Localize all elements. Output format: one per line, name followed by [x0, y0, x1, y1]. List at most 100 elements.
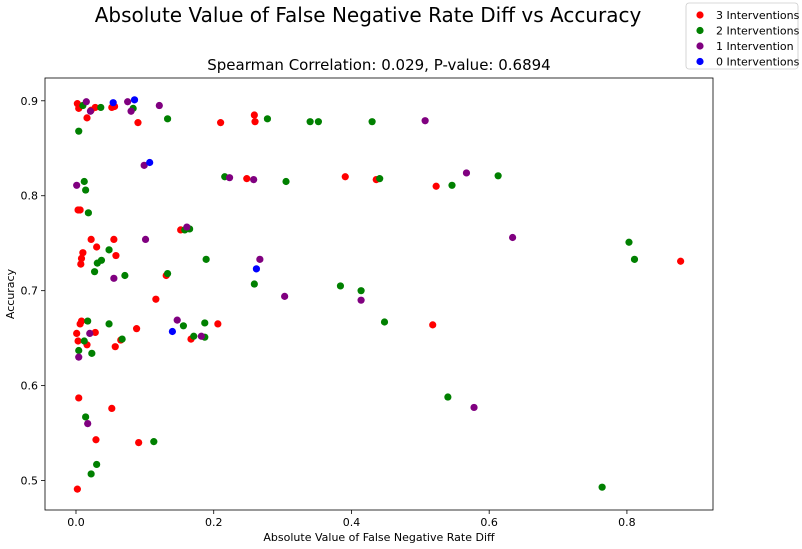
- data-point: [256, 255, 264, 263]
- legend-marker: [696, 26, 704, 35]
- plot-frame: [44, 77, 714, 511]
- legend-item-0-interventions: 0 Interventions: [696, 56, 800, 69]
- data-point: [132, 325, 141, 333]
- data-point: [111, 343, 119, 351]
- data-point: [598, 483, 606, 491]
- data-point: [90, 268, 99, 276]
- data-point: [190, 332, 198, 340]
- legend-item-2-interventions: 2 Interventions: [696, 25, 800, 38]
- data-point: [494, 172, 502, 180]
- data-point: [152, 295, 160, 303]
- data-point: [250, 280, 258, 288]
- data-point: [214, 320, 222, 328]
- data-point: [93, 460, 101, 469]
- data-point: [421, 117, 429, 125]
- legend-label: 1 Intervention: [716, 40, 794, 53]
- data-point: [625, 238, 633, 246]
- data-point: [80, 337, 88, 345]
- chart-subtitle: Spearman Correlation: 0.029, P-value: 0.…: [207, 56, 550, 74]
- legend-label: 0 Interventions: [716, 56, 800, 69]
- data-point: [251, 118, 259, 126]
- data-point: [75, 346, 83, 355]
- legend-marker: [696, 57, 704, 66]
- data-point: [341, 173, 349, 181]
- data-point: [134, 119, 142, 127]
- data-point: [179, 322, 188, 330]
- data-point: [197, 332, 205, 340]
- data-point: [357, 296, 365, 304]
- data-point: [84, 420, 92, 428]
- data-point: [76, 206, 84, 214]
- series-1-intervention: [73, 98, 517, 428]
- y-tick-label: 0.5: [21, 475, 39, 488]
- x-tick-label: 0.0: [67, 516, 85, 529]
- data-point: [444, 393, 452, 401]
- data-point: [74, 337, 82, 345]
- data-point: [429, 321, 437, 329]
- y-tick-label: 0.8: [21, 190, 39, 203]
- x-axis-ticks: 0.0 0.2 0.4 0.6 0.8: [67, 510, 636, 529]
- data-point: [86, 107, 95, 115]
- y-axis-label: Accuracy: [4, 268, 17, 319]
- legend-label: 2 Interventions: [716, 25, 800, 38]
- data-point: [87, 235, 95, 244]
- data-point: [357, 287, 365, 295]
- data-point: [163, 269, 172, 278]
- data-point: [141, 235, 150, 244]
- data-point: [110, 235, 118, 244]
- data-point: [91, 328, 99, 337]
- data-point: [470, 403, 478, 412]
- data-point: [118, 335, 126, 343]
- data-point: [677, 257, 685, 265]
- data-point: [217, 119, 225, 127]
- legend-label: 3 Interventions: [716, 9, 800, 22]
- data-point: [282, 177, 290, 186]
- data-point: [380, 318, 389, 326]
- data-point: [73, 329, 81, 337]
- data-point: [92, 436, 100, 444]
- legend-item-1-intervention: 1 Intervention: [696, 40, 794, 53]
- data-point: [168, 327, 176, 336]
- data-point: [448, 181, 456, 189]
- data-point: [127, 107, 135, 115]
- data-point: [225, 174, 234, 182]
- data-point: [183, 223, 191, 231]
- data-point: [252, 265, 261, 273]
- data-point: [462, 169, 471, 177]
- series-0-interventions: [109, 96, 261, 336]
- data-point: [155, 101, 163, 110]
- x-tick-label: 0.6: [480, 516, 498, 529]
- data-point: [75, 394, 83, 402]
- data-point: [281, 292, 289, 300]
- x-tick-label: 0.8: [618, 516, 636, 529]
- series-3-interventions: [73, 100, 685, 493]
- plot-area: [45, 78, 713, 510]
- data-point: [508, 233, 517, 242]
- data-point: [109, 99, 117, 107]
- y-tick-label: 0.7: [21, 285, 39, 298]
- data-point: [314, 118, 322, 126]
- data-point: [73, 485, 81, 493]
- legend: 3 Interventions 2 Interventions 1 Interven…: [685, 2, 800, 70]
- chart-title: Absolute Value of False Negative Rate Di…: [95, 3, 642, 27]
- data-point: [250, 111, 258, 119]
- data-point: [250, 175, 258, 184]
- data-point: [135, 438, 143, 447]
- legend-marker: [696, 11, 704, 19]
- data-point: [376, 175, 384, 183]
- data-point: [75, 127, 83, 135]
- data-point: [84, 317, 92, 325]
- data-point: [86, 329, 94, 337]
- data-point: [88, 349, 96, 357]
- data-point: [368, 118, 376, 126]
- legend-frame: [685, 2, 799, 70]
- data-point: [84, 209, 92, 217]
- data-point: [77, 254, 86, 262]
- data-point: [432, 182, 440, 190]
- legend-marker: [696, 42, 704, 50]
- data-point: [130, 96, 139, 104]
- data-point: [75, 353, 83, 361]
- x-axis-label: Absolute Value of False Negative Rate Di…: [263, 531, 495, 544]
- data-point: [93, 243, 101, 251]
